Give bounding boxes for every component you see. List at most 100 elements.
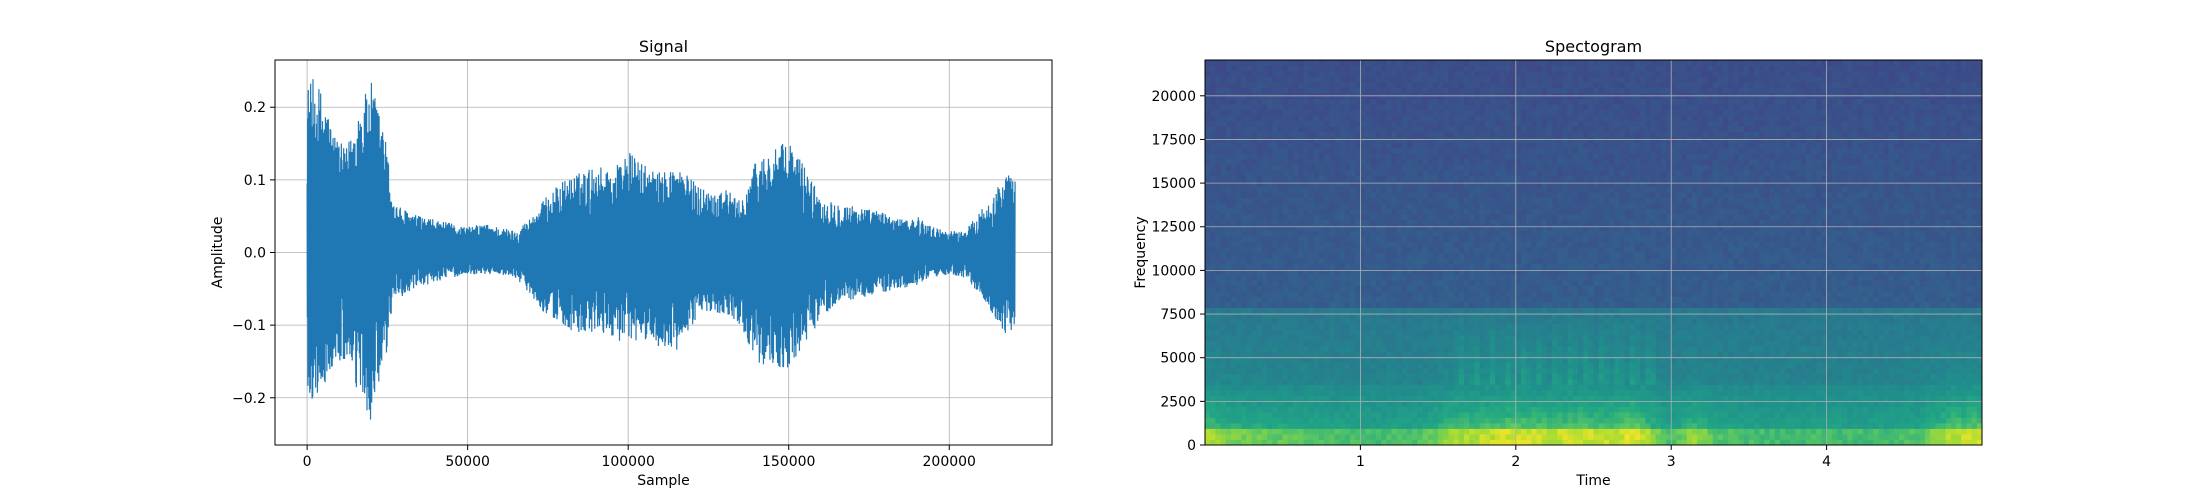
spectrogram-cell (1557, 439, 1563, 446)
spectrogram-cell (1396, 109, 1403, 116)
spectrogram-cell (1386, 76, 1392, 83)
spectrogram-cell (1246, 390, 1253, 396)
spectrogram-cell (1500, 335, 1506, 341)
spectrogram-cell (1375, 153, 1382, 160)
spectrogram-cell (1453, 258, 1460, 264)
spectrogram-cell (1484, 241, 1491, 248)
spectrogram-cell (1505, 395, 1512, 402)
spectrogram-cell (1552, 126, 1558, 132)
spectrogram-cell (1282, 82, 1289, 88)
spectrogram-cell (1350, 395, 1356, 402)
spectrogram-cell (1344, 384, 1351, 391)
spectrogram-cell (1303, 148, 1309, 154)
spectrogram-cell (1210, 412, 1216, 418)
spectrogram-cell (1484, 423, 1491, 429)
spectrogram-cell (1256, 357, 1263, 363)
spectrogram-cell (1432, 203, 1439, 209)
spectrogram-cell (1386, 318, 1392, 325)
spectrogram-cell (1339, 439, 1346, 446)
spectrogram-cell (1210, 148, 1216, 154)
spectrogram-cell (1334, 181, 1341, 187)
spectrogram-cell (1350, 98, 1356, 105)
spectrogram-cell (1489, 131, 1496, 138)
spectrogram-cell (1484, 115, 1491, 121)
spectrogram-cell (1557, 307, 1563, 314)
spectrogram-cell (1365, 291, 1372, 297)
spectrogram-cell (1339, 373, 1346, 380)
spectrogram-cell (1557, 104, 1563, 110)
spectrogram-cell (1329, 76, 1335, 83)
spectrogram-cell (1256, 313, 1263, 319)
spectrogram-cell (1210, 280, 1216, 286)
spectrogram-cell (1375, 313, 1382, 319)
spectrogram-cell (1474, 247, 1480, 253)
spectrogram-cell (1246, 401, 1253, 407)
spectrogram-cell (1225, 203, 1232, 209)
spectrogram-cell (1552, 175, 1558, 182)
spectrogram-cell (1344, 203, 1351, 209)
spectrogram-cell (1515, 324, 1522, 330)
spectrogram-cell (1536, 236, 1543, 242)
spectrogram-cell (1474, 208, 1480, 215)
spectrogram-cell (1339, 252, 1346, 259)
spectrogram-cell (1495, 203, 1501, 209)
spectrogram-cell (1401, 230, 1408, 237)
spectrogram-cell (1230, 164, 1237, 171)
spectrogram-cell (1412, 368, 1418, 374)
spectrogram-cell (1287, 285, 1294, 292)
spectrogram-cell (1526, 230, 1532, 237)
spectrogram-cell (1205, 379, 1211, 385)
spectrogram-cell (1261, 120, 1268, 127)
spectrogram-cell (1453, 368, 1460, 374)
spectrogram-cell (1360, 373, 1366, 380)
spectrogram-cell (1381, 230, 1387, 237)
spectrogram-cell (1365, 82, 1372, 88)
spectrogram-cell (1464, 65, 1470, 72)
spectrogram-cell (1391, 109, 1398, 116)
spectrogram-cell (1396, 346, 1403, 352)
spectrogram-cell (1489, 318, 1496, 325)
spectrogram-cell (1272, 76, 1278, 83)
spectrogram-cell (1313, 247, 1320, 253)
spectrogram-cell (1210, 186, 1216, 193)
spectrogram-cell (1339, 192, 1346, 198)
spectrogram-cell (1422, 390, 1429, 396)
spectrogram-cell (1422, 258, 1429, 264)
spectrogram-cell (1205, 357, 1211, 363)
spectrogram-cell (1443, 379, 1449, 385)
spectrogram-cell (1375, 412, 1382, 418)
spectrogram-cell (1282, 208, 1289, 215)
spectrogram-cell (1318, 395, 1325, 402)
spectrogram-cell (1241, 263, 1247, 270)
spectrogram-cell (1432, 263, 1439, 270)
spectrogram-cell (1562, 340, 1568, 347)
spectrogram-cell (1422, 406, 1429, 413)
spectrogram-cell (1261, 362, 1268, 369)
spectrogram-cell (1210, 164, 1216, 171)
spectrogram-cell (1261, 335, 1268, 341)
spectrogram-cell (1469, 329, 1475, 336)
spectrogram-cell (1246, 131, 1253, 138)
spectrogram-cell (1215, 269, 1221, 275)
spectrogram-cell (1443, 296, 1449, 303)
spectrogram-cell (1210, 247, 1216, 253)
spectrogram-cell (1469, 203, 1475, 209)
spectrogram-cell (1215, 153, 1221, 160)
spectrogram-cell (1458, 148, 1465, 154)
spectrogram-cell (1443, 126, 1449, 132)
spectrogram-cell (1251, 395, 1258, 402)
spectrogram-cell (1562, 247, 1568, 253)
spectrogram-cell (1230, 280, 1237, 286)
spectrogram-cell (1241, 230, 1247, 237)
spectrogram-cell (1432, 313, 1439, 319)
spectrogram-cell (1541, 208, 1548, 215)
spectrogram-cell (1515, 104, 1522, 110)
spectrogram-cell (1215, 428, 1221, 435)
spectrogram-cell (1365, 120, 1372, 127)
spectrogram-cell (1546, 60, 1553, 66)
spectrogram-cell (1205, 428, 1211, 435)
spectrogram-cell (1474, 109, 1480, 116)
spectrogram-cell (1360, 368, 1366, 374)
spectrogram-cell (1515, 60, 1522, 66)
spectrogram-cell (1277, 269, 1284, 275)
